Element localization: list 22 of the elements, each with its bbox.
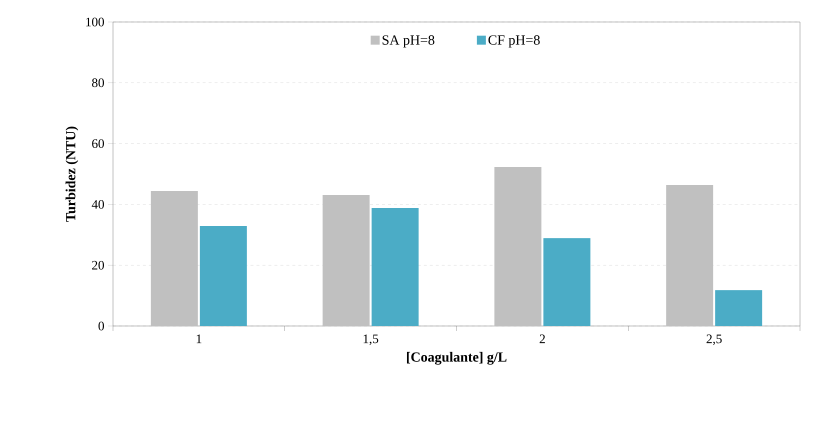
x-tick-label: 1 xyxy=(196,334,202,344)
bar xyxy=(372,208,419,326)
y-tick-label: 0 xyxy=(98,322,104,330)
y-tick-label: 80 xyxy=(92,78,104,88)
bar xyxy=(543,238,590,326)
bar xyxy=(150,191,198,326)
bar xyxy=(666,184,714,326)
legend-label: SA pH=8 xyxy=(382,35,434,48)
x-axis-title: [Coagulante] g/L xyxy=(406,352,506,365)
y-tick-label: 60 xyxy=(92,139,104,148)
y-tick-label: 100 xyxy=(86,18,104,26)
y-tick-label: 40 xyxy=(92,200,104,209)
legend-label: CF pH=8 xyxy=(488,35,540,48)
bar xyxy=(322,194,370,326)
y-axis-title: Turbidez (NTU) xyxy=(66,126,78,222)
x-tick-label: 1,5 xyxy=(364,334,378,346)
bar xyxy=(494,167,542,326)
bar xyxy=(200,226,247,326)
bar xyxy=(715,290,762,326)
y-tick-label: 20 xyxy=(92,260,104,270)
x-tick-label: 2 xyxy=(540,334,545,344)
x-tick-label: 2,5 xyxy=(706,334,722,346)
